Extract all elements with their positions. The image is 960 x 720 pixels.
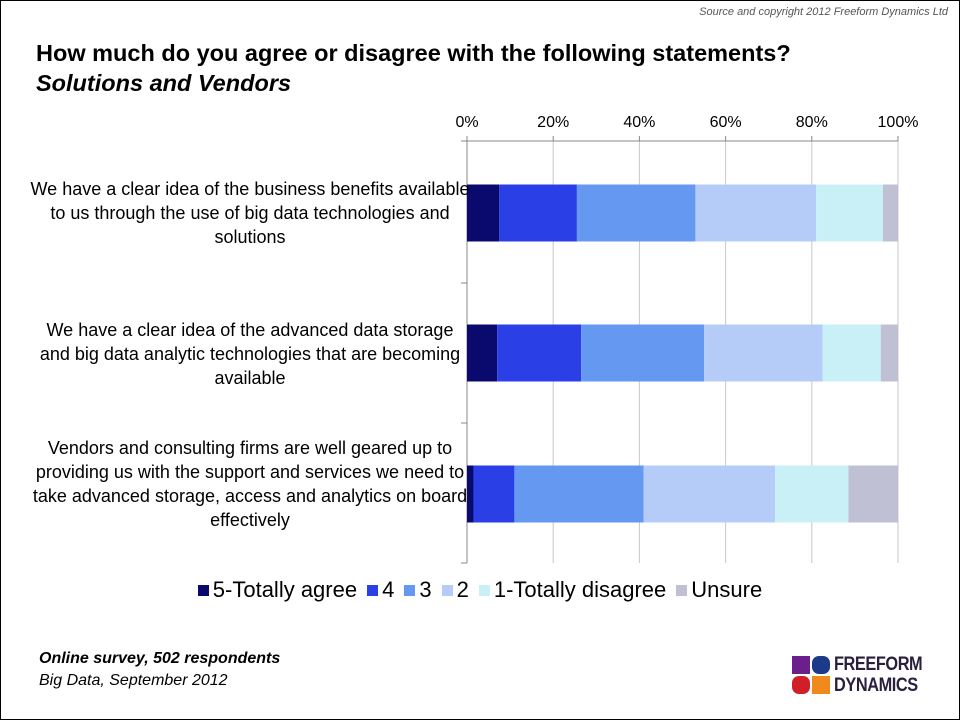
bar-segment-c1-s5: [816, 184, 883, 242]
tick-label-3: 60%: [710, 114, 742, 131]
freeform-dynamics-logo: FREEFORM DYNAMICS: [790, 654, 932, 698]
bar-segment-c3-s5: [775, 465, 849, 523]
footer-study-info: Big Data, September 2012: [39, 672, 228, 689]
legend-swatch-1: [197, 584, 209, 596]
bar-segment-c2-s3: [581, 324, 705, 382]
chart-title-text: How much do you agree or disagree with t…: [36, 40, 791, 66]
logo-text-line1: FREEFORM: [834, 654, 923, 675]
legend-label-3: 3: [419, 577, 432, 602]
bar-segment-c2-s1: [467, 324, 498, 382]
tick-label-5: 100%: [878, 114, 919, 131]
bar-segment-c2-s4: [704, 324, 823, 382]
bar-segment-c2-s6: [880, 324, 898, 382]
tick-label-2: 40%: [623, 114, 655, 131]
legend-swatch-4: [441, 584, 453, 596]
legend-item-6: Unsure: [676, 577, 762, 603]
logo-mark-icon: [792, 656, 830, 694]
bar-segment-c2-s5: [822, 324, 881, 382]
bar-segment-c1-s1: [467, 184, 500, 242]
tick-label-0: 0%: [455, 114, 478, 131]
tick-label-4: 80%: [796, 114, 828, 131]
legend-label-2: 4: [382, 577, 395, 602]
bar-segment-c3-s1: [467, 465, 474, 523]
bar-segment-c1-s6: [882, 184, 898, 242]
legend-swatch-5: [478, 584, 490, 596]
legend-label-4: 2: [456, 577, 469, 602]
bar-segment-c3-s6: [848, 465, 898, 523]
category-label-3: Vendors and consulting firms are well ge…: [32, 438, 468, 530]
bar-segment-c1-s2: [499, 184, 577, 242]
logo-text-line2: DYNAMICS: [834, 675, 918, 696]
chart-legend: 5-Totally agree 4 3 2 1-Totally disagree Unsu…: [0, 577, 960, 603]
bar-segment-c3-s2: [473, 465, 515, 523]
footer: Online survey, 502 respondents Big Data,…: [39, 648, 280, 692]
category-label-2: We have a clear idea of the advanced dat…: [39, 320, 461, 388]
legend-label-5: 1-Totally disagree: [493, 577, 667, 602]
bar-segment-c3-s4: [643, 465, 776, 523]
legend-swatch-6: [676, 584, 688, 596]
chart-subtitle: Solutions and Vendors: [36, 70, 292, 96]
footer-survey-info: Online survey, 502 respondents: [39, 650, 281, 667]
legend-item-3: 3: [404, 577, 432, 603]
bar-segment-c3-s3: [514, 465, 644, 523]
logo-text: FREEFORM DYNAMICS: [834, 654, 923, 696]
chart-title: How much do you agree or disagree with t…: [36, 38, 791, 98]
legend-label-6: Unsure: [691, 577, 763, 602]
tick-label-1: 20%: [537, 114, 569, 131]
category-label-1: We have a clear idea of the business ben…: [30, 179, 470, 247]
legend-item-1: 5-Totally agree: [197, 577, 358, 603]
bar-segment-c1-s4: [695, 184, 817, 242]
copyright-note: Source and copyright 2012 Freeform Dynam…: [699, 6, 948, 18]
bar-segment-c1-s3: [576, 184, 696, 242]
legend-swatch-3: [404, 584, 416, 596]
bar-segment-c2-s2: [497, 324, 582, 382]
legend-label-1: 5-Totally agree: [212, 577, 358, 602]
legend-item-5: 1-Totally disagree: [478, 577, 667, 603]
legend-item-2: 4: [367, 577, 394, 603]
legend-item-4: 2: [441, 577, 469, 603]
legend-swatch-2: [367, 584, 379, 596]
